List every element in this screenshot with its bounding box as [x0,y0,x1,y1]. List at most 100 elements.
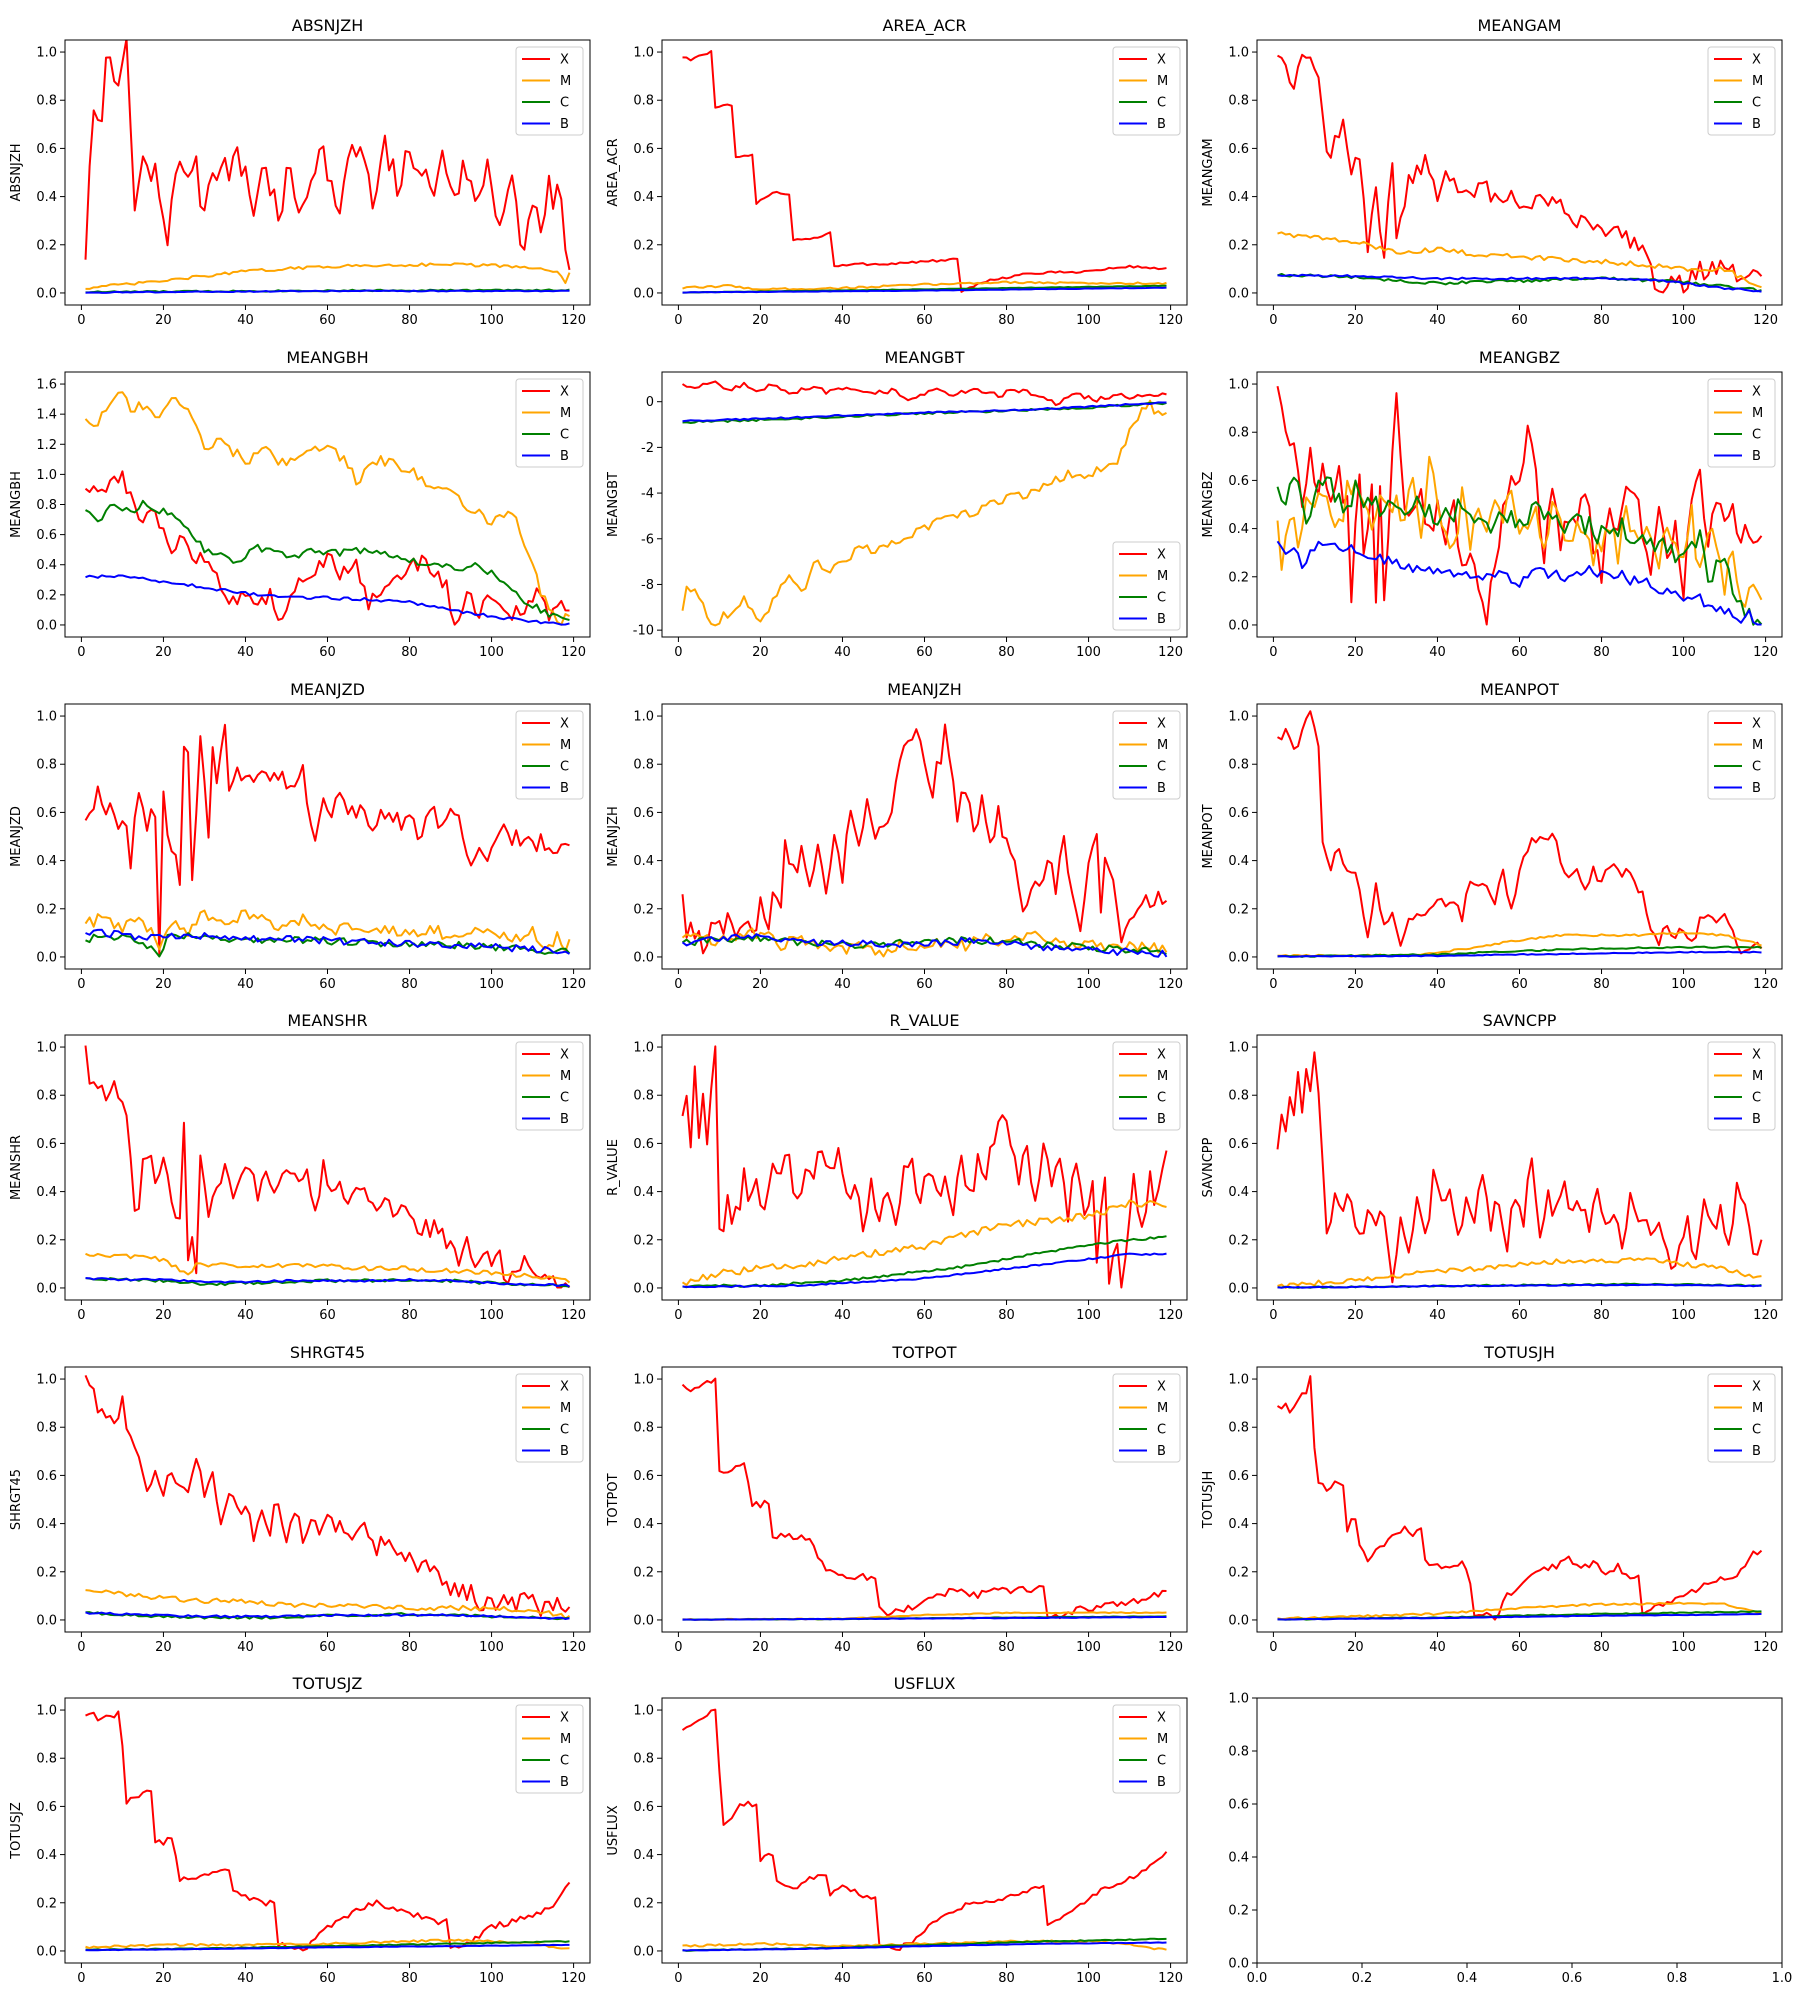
x-tick-label: 0 [77,645,85,660]
series-line-m [681,927,1168,958]
y-tick-label: 0.0 [36,1944,57,1959]
legend-label: C [1157,96,1166,111]
y-tick-label: 1.0 [36,710,57,725]
y-axis-label: USFLUX [606,1805,621,1855]
y-tick-label: 1.0 [36,46,57,61]
x-tick-label: 120 [561,1971,586,1986]
chart-title: AREA_ACR [882,16,966,36]
x-tick-label: 60 [319,977,336,992]
series-line-m [85,1938,570,1950]
legend-label: C [560,1754,569,1769]
subplot-shrgt45: 0 20 40 60 80 100 120 0.0 0.2 0.4 0.6 0.8 1.0 SHRGT45… [9,1343,591,1655]
x-tick-label: 80 [1593,1308,1610,1323]
y-tick-label: 0.2 [633,902,654,917]
legend-label: X [1157,1380,1166,1395]
x-tick-label: 100 [479,313,504,328]
series-line-b [682,1941,1167,1952]
y-tick-label: 0.2 [1228,1904,1249,1919]
series-line-x [681,380,1167,407]
x-tick-label: 120 [1753,645,1778,660]
y-tick-label: 0.6 [36,528,57,543]
subplot-meangam: 0 20 40 60 80 100 120 0.0 0.2 0.4 0.6 0.8 1.0 MEANGAM… [1201,16,1783,328]
legend-label: X [1157,717,1166,732]
series-line-m [681,399,1167,627]
series-line-b [1277,950,1762,958]
axes-frame [661,1697,1188,1964]
legend-label: X [1752,717,1761,732]
x-tick-label: 100 [1671,645,1696,660]
y-tick-label: 0.8 [36,94,57,109]
series-line-c [682,1235,1167,1289]
x-tick-label: 40 [1429,313,1446,328]
x-tick-label: 40 [1429,977,1446,992]
series-line-b [85,1943,570,1952]
series-line-b [85,1611,570,1621]
series-line-b [1277,1283,1762,1289]
axes-frame [661,703,1188,970]
legend-label: X [1157,548,1166,563]
x-tick-label: 60 [1511,1640,1528,1655]
series-line-m [1277,1601,1762,1621]
legend-label: M [1157,738,1168,753]
x-tick-label: 20 [155,1640,172,1655]
x-tick-label: 120 [1158,645,1183,660]
legend-label: B [1157,1112,1166,1127]
y-tick-label: 0.4 [1228,1517,1249,1532]
legend-label: X [1752,53,1761,68]
axes-frame [1256,703,1783,970]
x-tick-label: 60 [1511,645,1528,660]
legend-label: M [560,406,571,421]
y-tick-label: 0.2 [633,1233,654,1248]
legend-label: M [1752,74,1763,89]
series-line-b [85,1277,570,1288]
y-tick-label: 1.2 [36,438,57,453]
x-tick-label: 60 [916,1640,933,1655]
y-tick-label: 0.2 [36,1233,57,1248]
y-tick-label: 0.8 [633,758,654,773]
y-tick-label: 1.0 [1228,46,1249,61]
legend-label: M [1752,738,1763,753]
y-tick-label: 0.6 [36,142,57,157]
x-tick-label: 1.0 [1772,1971,1793,1986]
x-tick-label: 0 [77,977,85,992]
y-tick-label: 1.0 [1228,378,1249,393]
legend-label: B [560,117,569,132]
y-axis-label: SAVNCPP [1201,1137,1216,1197]
legend-box [515,378,584,468]
legend-label: X [560,1380,569,1395]
legend-label: C [1157,1091,1166,1106]
legend-label: C [1157,1423,1166,1438]
series-line-b [1277,273,1762,293]
x-tick-label: 80 [401,313,418,328]
y-tick-label: 0.4 [633,1185,654,1200]
y-tick-label: 0.2 [36,1565,57,1580]
x-tick-label: 20 [1347,313,1364,328]
legend-label: C [1752,760,1761,775]
y-tick-label: 1.0 [1228,1041,1249,1056]
y-tick-label: 0.8 [36,758,57,773]
x-tick-label: 20 [752,1308,769,1323]
x-tick-label: 120 [1158,313,1183,328]
x-tick-label: 120 [1158,977,1183,992]
legend-label: B [1157,1444,1166,1459]
x-tick-label: 0 [1269,1640,1277,1655]
x-tick-label: 100 [1076,645,1101,660]
legend-label: C [560,1091,569,1106]
series-line-m [1277,1257,1762,1289]
series-line-x [84,1375,571,1617]
subplot-totusjz: 0 20 40 60 80 100 120 0.0 0.2 0.4 0.6 0.8 1.0 TOTUSJZ… [9,1674,591,1986]
legend-label: X [560,53,569,68]
legend-label: B [1752,1112,1761,1127]
chart-title: MEANGBT [885,348,965,367]
x-tick-label: 60 [319,645,336,660]
x-tick-label: 40 [834,313,851,328]
y-tick-label: 0.6 [36,1137,57,1152]
x-tick-label: 0 [674,645,682,660]
y-tick-label: 0.4 [1228,522,1249,537]
x-tick-label: 100 [479,1971,504,1986]
x-tick-label: 0.6 [1562,1971,1583,1986]
x-tick-label: 40 [237,1971,254,1986]
x-tick-label: 40 [237,977,254,992]
